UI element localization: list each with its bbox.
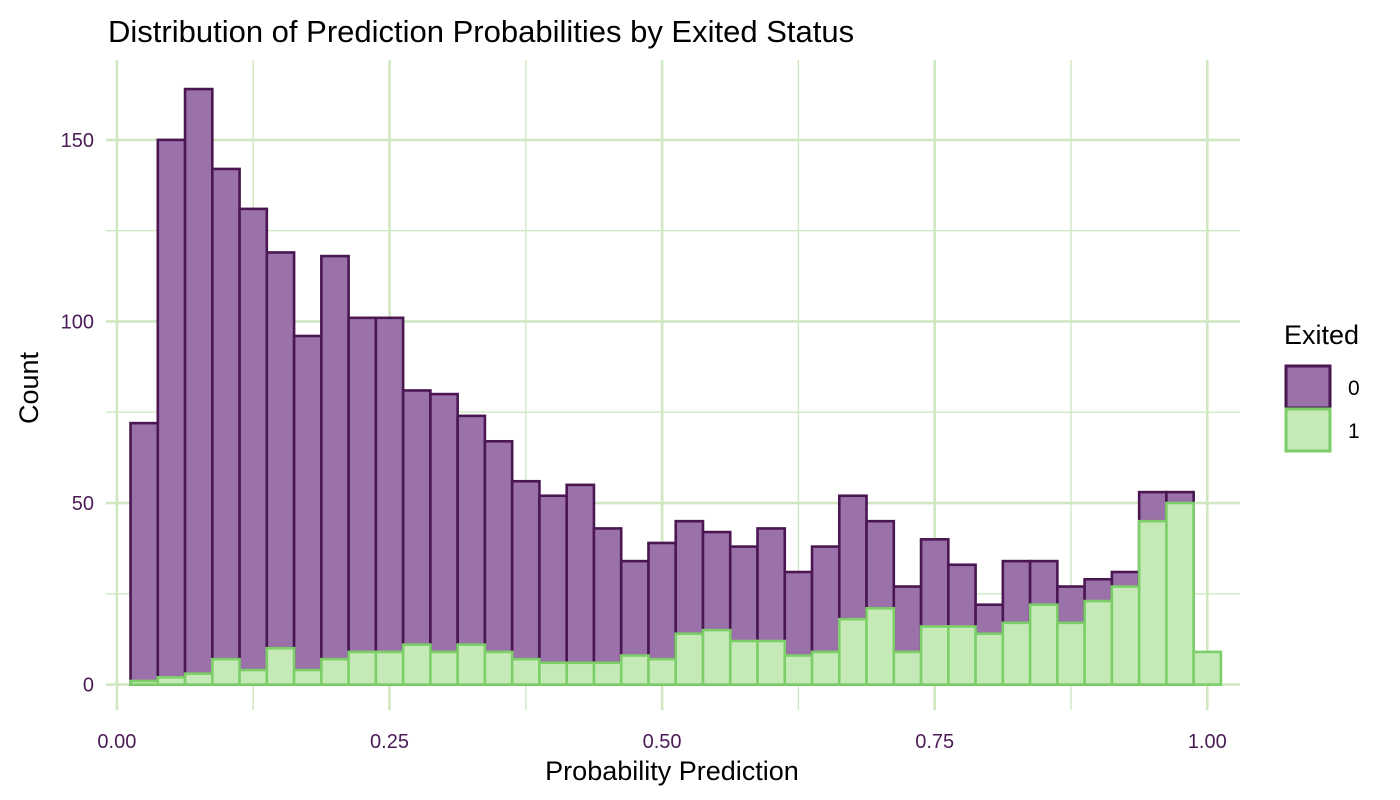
bar-series-0-bin-0 bbox=[129, 421, 160, 686]
bar-series-1-bin-34 bbox=[1056, 621, 1086, 686]
bar-series-1-bin-18 bbox=[619, 654, 650, 686]
bar-series-1-bin-27 bbox=[865, 607, 896, 686]
bar-series-0-bin-13 bbox=[483, 439, 514, 686]
bar-series-1-bin-25 bbox=[810, 650, 841, 686]
bar-series-1-bin-36 bbox=[1110, 585, 1141, 686]
bar-series-1-bin-20 bbox=[674, 632, 705, 686]
bar-series-0-bin-5 bbox=[265, 251, 296, 686]
y-tick-label-1: 50 bbox=[72, 493, 94, 515]
bar-series-1-bin-6 bbox=[292, 668, 323, 686]
x-tick-label-1: 0.25 bbox=[370, 731, 409, 753]
legend: Exited 01 bbox=[1284, 320, 1360, 453]
legend-label-0: 0 bbox=[1348, 377, 1360, 400]
bar-series-1-bin-16 bbox=[565, 661, 596, 686]
bar-series-1-bin-4 bbox=[238, 668, 269, 686]
tick-labels: 0.00 0.25 0.50 0.75 1.00 0 50 100 150 bbox=[61, 130, 1227, 753]
chart-title: Distribution of Prediction Probabilities… bbox=[108, 14, 854, 49]
bar-series-0-bin-4 bbox=[238, 207, 269, 686]
legend-swatch-0 bbox=[1284, 364, 1332, 410]
legend-items: 01 bbox=[1284, 364, 1360, 453]
bar-series-0-bin-3 bbox=[211, 167, 241, 686]
bar-series-1-bin-7 bbox=[320, 657, 350, 686]
bar-series-0-bin-16 bbox=[565, 483, 596, 686]
bar-series-0-bin-8 bbox=[347, 316, 378, 686]
bar-series-1-bin-30 bbox=[947, 625, 977, 686]
bar-series-0-bin-10 bbox=[401, 389, 432, 686]
bar-series-1-bin-17 bbox=[592, 661, 623, 686]
bar-series-1-bin-33 bbox=[1028, 603, 1059, 686]
bar-series-1-bin-9 bbox=[374, 650, 405, 686]
bar-series-0-bin-9 bbox=[374, 316, 405, 686]
bar-series-1-bin-10 bbox=[401, 643, 432, 686]
legend-swatch-1 bbox=[1284, 407, 1332, 453]
bar-series-1-bin-3 bbox=[211, 657, 241, 686]
bar-series-0-bin-6 bbox=[292, 334, 323, 686]
y-axis-title: Count bbox=[14, 351, 44, 424]
x-tick-label-4: 1.00 bbox=[1188, 731, 1227, 753]
bar-series-1-bin-19 bbox=[647, 657, 678, 686]
bar-series-1-bin-11 bbox=[429, 650, 459, 686]
bar-series-0-bin-2 bbox=[183, 87, 214, 686]
bar-series-1-bin-21 bbox=[701, 628, 732, 686]
bar-series-1-bin-1 bbox=[156, 676, 187, 686]
bar-series-1-bin-31 bbox=[974, 632, 1005, 686]
bar-series-1-bin-22 bbox=[728, 639, 759, 686]
bar-series-1-bin-23 bbox=[756, 639, 787, 686]
bar-series-1-bin-24 bbox=[783, 654, 814, 686]
series-1 bbox=[129, 501, 1223, 686]
bar-series-1-bin-14 bbox=[510, 657, 541, 686]
y-tick-label-2: 100 bbox=[61, 311, 94, 333]
bar-series-0-bin-15 bbox=[538, 494, 568, 686]
bar-series-0-bin-11 bbox=[429, 392, 459, 686]
x-tick-label-0: 0.00 bbox=[97, 731, 136, 753]
legend-label-1: 1 bbox=[1348, 420, 1360, 443]
bars bbox=[129, 87, 1223, 686]
bar-series-0-bin-17 bbox=[592, 527, 623, 686]
bar-series-0-bin-1 bbox=[156, 138, 187, 686]
x-axis-title: Probability Prediction bbox=[545, 756, 799, 786]
bar-series-1-bin-15 bbox=[538, 661, 568, 686]
bar-series-1-bin-29 bbox=[919, 625, 950, 686]
x-tick-label-2: 0.50 bbox=[643, 731, 682, 753]
bar-series-0-bin-14 bbox=[510, 479, 541, 686]
bar-series-1-bin-2 bbox=[183, 672, 214, 686]
bar-series-1-bin-39 bbox=[1192, 650, 1223, 686]
bar-series-0-bin-7 bbox=[320, 254, 350, 686]
y-tick-label-0: 0 bbox=[83, 675, 94, 697]
bar-series-1-bin-32 bbox=[1001, 621, 1032, 686]
legend-title: Exited bbox=[1284, 320, 1359, 350]
bar-series-1-bin-26 bbox=[837, 617, 868, 686]
bar-series-1-bin-12 bbox=[456, 643, 487, 686]
y-tick-label-3: 150 bbox=[61, 130, 94, 152]
bar-series-1-bin-35 bbox=[1083, 599, 1114, 686]
bar-series-1-bin-0 bbox=[129, 679, 160, 686]
bar-series-1-bin-38 bbox=[1165, 501, 1195, 686]
bar-series-1-bin-37 bbox=[1137, 519, 1168, 686]
bar-series-1-bin-8 bbox=[347, 650, 378, 686]
x-tick-label-3: 0.75 bbox=[915, 731, 954, 753]
bar-series-1-bin-28 bbox=[892, 650, 923, 686]
bar-series-1-bin-13 bbox=[483, 650, 514, 686]
bar-series-1-bin-5 bbox=[265, 646, 296, 686]
